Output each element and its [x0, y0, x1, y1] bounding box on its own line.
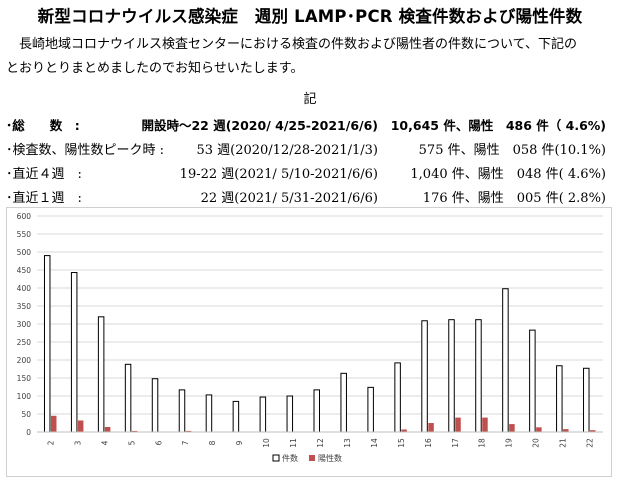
bar-count [448, 319, 455, 433]
x-tick-label: 22 [586, 438, 595, 448]
summary-label: ･直近１週 : [6, 191, 82, 206]
x-tick-label: 17 [451, 438, 460, 448]
summary-label: ･直近４週 : [6, 167, 82, 182]
x-tick-label: 19 [505, 438, 514, 448]
y-tick-label: 400 [17, 284, 32, 293]
summary-period: 22 週(2021/ 5/31-2021/6/6) [200, 191, 378, 206]
x-tick-label: 10 [262, 438, 271, 448]
bar-positive [428, 423, 434, 432]
x-tick-label: 7 [181, 440, 190, 445]
bar-positive [509, 424, 515, 432]
y-tick-label: 200 [17, 356, 32, 365]
x-tick-label: 6 [154, 440, 163, 445]
y-tick-label: 50 [21, 410, 31, 419]
bar-count [556, 365, 563, 433]
summary-period: 開設時～22 週(2020/ 4/25-2021/6/6) [141, 118, 378, 133]
x-tick-label: 9 [235, 440, 244, 445]
bar-count [583, 367, 590, 433]
summary-counts: 575 件、陽性 058 件(10.1%) [418, 143, 606, 158]
bar-count [232, 400, 240, 433]
legend-swatch-positive [309, 455, 315, 461]
y-tick-label: 500 [17, 248, 32, 257]
intro-line-1: 長崎地域コロナウイルス検査センターにおける検査の件数および陽性者の件数について、… [6, 37, 577, 52]
x-tick-label: 12 [316, 438, 325, 448]
bar-count [529, 329, 536, 433]
x-tick-label: 3 [73, 440, 82, 445]
bar-count [205, 394, 213, 433]
y-tick-label: 0 [26, 428, 31, 437]
bar-count [313, 389, 320, 433]
bar-positive [455, 417, 461, 432]
page-title: 新型コロナウイルス感染症 週別 LAMP･PCR 検査件数および陽性件数 [37, 7, 583, 26]
x-tick-label: 8 [208, 440, 217, 445]
x-tick-label: 15 [397, 438, 406, 448]
bar-count [178, 389, 186, 433]
bar-positive [185, 430, 192, 432]
intro-text: 長崎地域コロナウイルス検査センターにおける検査の件数および陽性者の件数について、… [6, 33, 612, 81]
y-tick-label: 100 [17, 392, 32, 401]
intro-line-2: とおりとりまとめましたのでお知らせいたします。 [6, 61, 304, 76]
legend-label-positive: 陽性数 [318, 453, 342, 463]
x-tick-label: 4 [100, 440, 109, 445]
summary-period: 53 週(2020/12/28-2021/1/3) [196, 143, 378, 158]
chart-container: 0 50 100 150 200 250 300 350 400 450 500 550 600 2 3 4 5… [6, 207, 612, 477]
bar-count [124, 363, 132, 433]
bar-count [475, 319, 482, 433]
bar-count [502, 288, 509, 433]
bar-positive [590, 430, 596, 432]
summary-label: ･検査数、陽性数ピーク時 : [6, 143, 165, 158]
y-tick-label: 350 [17, 302, 32, 311]
y-tick-label: 550 [17, 230, 32, 239]
x-tick-label: 18 [478, 438, 487, 448]
x-tick-label: 13 [343, 438, 352, 448]
x-tick-label: 20 [532, 438, 541, 448]
bar-positive [536, 427, 542, 432]
summary-row-lastweek: ･直近１週 : 22 週(2021/ 5/31-2021/6/6) 176 件、… [6, 187, 612, 207]
summary-counts: 1,040 件、陽性 048 件( 4.6%) [410, 167, 606, 182]
y-tick-label: 600 [17, 212, 32, 221]
summary-row-total: ･総 数 : 開設時～22 週(2020/ 4/25-2021/6/6) 10,… [6, 115, 612, 135]
legend-swatch-count [272, 454, 280, 462]
x-tick-label: 14 [370, 438, 379, 448]
x-tick-label: 21 [559, 438, 568, 448]
bar-count [97, 316, 105, 433]
y-tick-label: 300 [17, 320, 32, 329]
bar-count [70, 272, 78, 433]
bar-positive [77, 420, 84, 432]
bar-chart: 0 50 100 150 200 250 300 350 400 450 500 550 600 2 3 4 5… [17, 212, 603, 463]
y-tick-label: 450 [17, 266, 32, 275]
bar-positive [131, 430, 138, 432]
bar-count [286, 395, 294, 433]
x-tick-label: 11 [289, 438, 298, 448]
x-tick-label: 5 [127, 440, 136, 445]
summary-row-last4weeks: ･直近４週 : 19-22 週(2021/ 5/10-2021/6/6) 1,0… [6, 163, 612, 183]
x-tick-label: 16 [424, 438, 433, 448]
bar-positive [563, 429, 569, 432]
summary-period: 19-22 週(2021/ 5/10-2021/6/6) [179, 167, 378, 182]
bar-count [43, 255, 51, 433]
ki-heading: 記 [303, 92, 317, 107]
bar-count [421, 320, 428, 433]
summary-label: ･総 数 : [6, 118, 80, 133]
bar-count [367, 386, 374, 433]
summary-counts: 176 件、陽性 005 件( 2.8%) [422, 191, 606, 206]
bar-count [259, 396, 267, 433]
bar-count [394, 362, 401, 433]
bar-positive [482, 417, 488, 432]
summary-row-peak: ･検査数、陽性数ピーク時 : 53 週(2020/12/28-2021/1/3)… [6, 139, 612, 159]
bar-positive [50, 415, 57, 432]
legend-label-count: 件数 [282, 453, 298, 463]
x-tick-label: 2 [46, 440, 55, 445]
bar-count [340, 372, 347, 433]
bar-count [151, 378, 159, 433]
bar-positive [104, 426, 111, 432]
summary-counts: 10,645 件、陽性 486 件（ 4.6%) [390, 118, 606, 133]
y-tick-label: 150 [17, 374, 32, 383]
bar-positive [401, 429, 407, 432]
y-tick-label: 250 [17, 338, 32, 347]
